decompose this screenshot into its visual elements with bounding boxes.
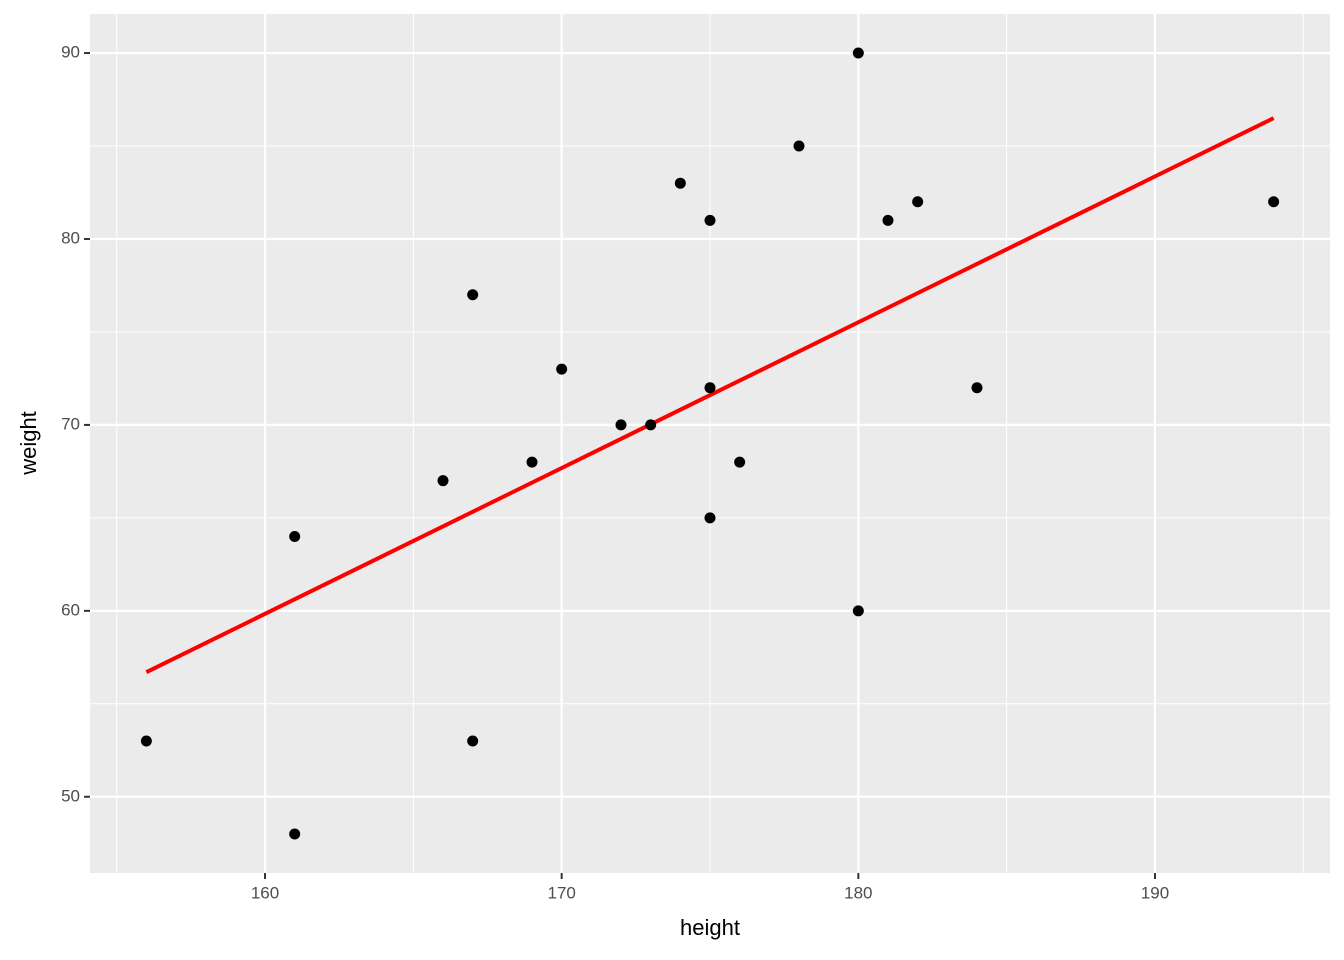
y-axis-title: weight: [16, 411, 41, 476]
point: [556, 363, 568, 375]
y-tick-label: 70: [61, 414, 80, 433]
y-tick-label: 90: [61, 43, 80, 62]
x-tick-label: 190: [1141, 883, 1169, 902]
point: [704, 214, 716, 226]
point: [852, 605, 864, 617]
point: [793, 140, 805, 152]
point: [467, 735, 479, 747]
point: [467, 289, 479, 301]
point: [971, 382, 983, 394]
x-axis-title: height: [680, 915, 740, 940]
y-tick-label: 60: [61, 600, 80, 619]
point: [734, 456, 746, 468]
x-tick-label: 170: [547, 883, 575, 902]
point: [526, 456, 538, 468]
point: [1268, 196, 1280, 208]
x-tick-label: 180: [844, 883, 872, 902]
point: [645, 419, 657, 431]
point: [289, 530, 301, 542]
point: [289, 828, 301, 840]
point: [615, 419, 627, 431]
fit-line: [145, 116, 1275, 674]
point: [704, 382, 716, 394]
y-tick-label: 80: [61, 228, 80, 247]
point: [437, 475, 449, 487]
point: [704, 512, 716, 524]
point: [140, 735, 152, 747]
point: [852, 47, 864, 59]
x-tick-label: 160: [251, 883, 279, 902]
point: [674, 177, 686, 189]
y-tick-label: 50: [61, 786, 80, 805]
point: [882, 214, 894, 226]
point: [912, 196, 924, 208]
